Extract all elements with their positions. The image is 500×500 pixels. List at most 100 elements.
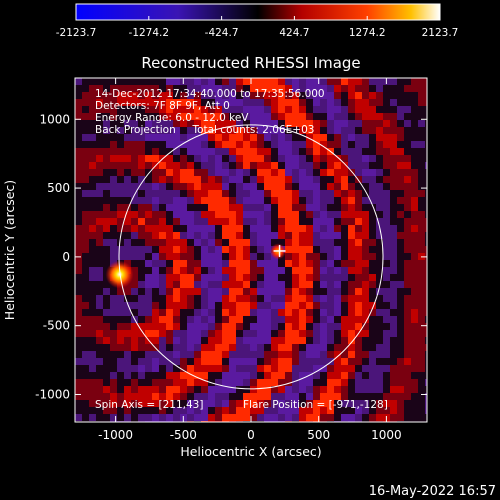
- heatmap-cell: [103, 239, 111, 247]
- heatmap-cell: [194, 344, 202, 352]
- heatmap-cell: [278, 274, 286, 282]
- heatmap-cell: [103, 106, 111, 114]
- heatmap-cell: [327, 407, 335, 415]
- heatmap-cell: [320, 120, 328, 128]
- heatmap-cell: [82, 85, 90, 93]
- heatmap-cell: [278, 134, 286, 142]
- heatmap-cell: [250, 134, 258, 142]
- heatmap-cell: [257, 372, 265, 380]
- heatmap-cell: [397, 295, 405, 303]
- heatmap-cell: [82, 232, 90, 240]
- heatmap-cell: [117, 358, 125, 366]
- heatmap-cell: [250, 232, 258, 240]
- heatmap-cell: [320, 365, 328, 373]
- heatmap-cell: [215, 183, 223, 191]
- heatmap-cell: [425, 155, 427, 163]
- heatmap-cell: [257, 267, 265, 275]
- heatmap-cell: [89, 190, 97, 198]
- heatmap-cell: [299, 379, 307, 387]
- heatmap-cell: [383, 288, 391, 296]
- heatmap-cell: [75, 190, 83, 198]
- heatmap-cell: [117, 85, 125, 93]
- heatmap-cell: [313, 99, 321, 107]
- heatmap-cell: [159, 260, 167, 268]
- heatmap-cell: [110, 204, 118, 212]
- heatmap-cell: [208, 323, 216, 331]
- heatmap-cell: [250, 358, 258, 366]
- heatmap-cell: [75, 288, 83, 296]
- heatmap-cell: [75, 162, 83, 170]
- heatmap-cell: [159, 148, 167, 156]
- heatmap-cell: [173, 372, 181, 380]
- heatmap-cell: [103, 344, 111, 352]
- heatmap-cell: [383, 141, 391, 149]
- heatmap-cell: [236, 127, 244, 135]
- heatmap-cell: [194, 400, 202, 408]
- heatmap-cell: [264, 232, 272, 240]
- heatmap-cell: [376, 260, 384, 268]
- heatmap-cell: [390, 232, 398, 240]
- heatmap-cell: [313, 246, 321, 254]
- heatmap-cell: [82, 239, 90, 247]
- heatmap-cell: [376, 92, 384, 100]
- heatmap-cell: [285, 323, 293, 331]
- heatmap-cell: [173, 379, 181, 387]
- heatmap-cell: [215, 155, 223, 163]
- heatmap-cell: [285, 106, 293, 114]
- heatmap-cell: [257, 323, 265, 331]
- heatmap-cell: [117, 400, 125, 408]
- heatmap-cell: [306, 344, 314, 352]
- heatmap-cell: [404, 379, 412, 387]
- heatmap-cell: [89, 267, 97, 275]
- heatmap-cell: [131, 176, 139, 184]
- heatmap-cell: [299, 85, 307, 93]
- heatmap-cell: [292, 78, 300, 86]
- heatmap-cell: [306, 386, 314, 394]
- heatmap-cell: [215, 407, 223, 415]
- heatmap-cell: [376, 365, 384, 373]
- heatmap-cell: [264, 197, 272, 205]
- heatmap-cell: [215, 134, 223, 142]
- heatmap-cell: [208, 281, 216, 289]
- heatmap-cell: [215, 330, 223, 338]
- heatmap-cell: [89, 162, 97, 170]
- heatmap-cell: [348, 127, 356, 135]
- heatmap-cell: [411, 204, 419, 212]
- heatmap-cell: [82, 337, 90, 345]
- heatmap-cell: [243, 183, 251, 191]
- heatmap-cell: [229, 120, 237, 128]
- heatmap-cell: [278, 351, 286, 359]
- heatmap-cell: [278, 141, 286, 149]
- heatmap-cell: [306, 246, 314, 254]
- heatmap-cell: [257, 274, 265, 282]
- heatmap-cell: [166, 358, 174, 366]
- heatmap-cell: [138, 183, 146, 191]
- heatmap-cell: [131, 134, 139, 142]
- heatmap-cell: [131, 400, 139, 408]
- heatmap-cell: [278, 232, 286, 240]
- heatmap-cell: [180, 274, 188, 282]
- heatmap-cell: [292, 169, 300, 177]
- heatmap-cell: [82, 267, 90, 275]
- heatmap-cell: [362, 407, 370, 415]
- heatmap-cell: [327, 309, 335, 317]
- heatmap-cell: [96, 337, 104, 345]
- heatmap-cell: [187, 183, 195, 191]
- heatmap-cell: [418, 190, 426, 198]
- heatmap-cell: [152, 372, 160, 380]
- heatmap-cell: [250, 295, 258, 303]
- heatmap-cell: [278, 120, 286, 128]
- heatmap-cell: [187, 106, 195, 114]
- heatmap-cell: [334, 134, 342, 142]
- heatmap-cell: [159, 169, 167, 177]
- heatmap-cell: [320, 386, 328, 394]
- heatmap-cell: [166, 316, 174, 324]
- heatmap-cell: [75, 232, 83, 240]
- heatmap-cell: [376, 113, 384, 121]
- heatmap-cell: [299, 316, 307, 324]
- heatmap-cell: [285, 414, 293, 422]
- heatmap-cell: [362, 176, 370, 184]
- heatmap-cell: [285, 344, 293, 352]
- heatmap-cell: [124, 379, 132, 387]
- heatmap-cell: [271, 183, 279, 191]
